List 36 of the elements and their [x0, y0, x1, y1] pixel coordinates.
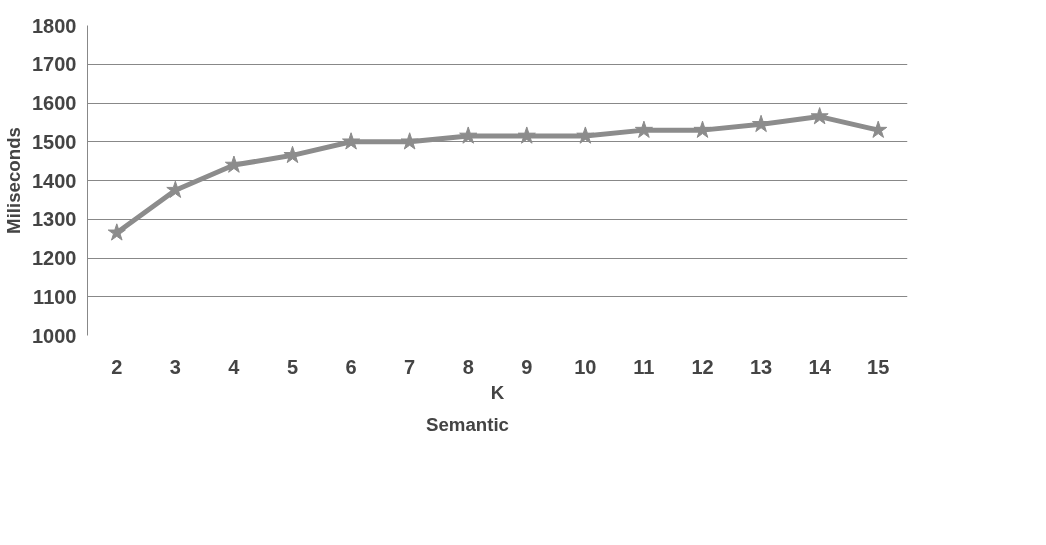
x-tick-label: 4: [228, 355, 241, 378]
x-tick-label: 2: [111, 355, 123, 378]
point: [693, 120, 712, 138]
x-axis-title: K: [490, 381, 505, 403]
y-tick-label: 1600: [32, 92, 77, 114]
y-tick-label: 1400: [32, 169, 77, 192]
point: [810, 107, 829, 125]
x-tick-label: 12: [691, 355, 714, 378]
y-tick-label: 1700: [32, 53, 77, 76]
point: [224, 155, 243, 173]
y-tick-label: 1200: [32, 247, 77, 269]
y-tick-label: 1100: [33, 285, 77, 308]
x-tick-label: 9: [521, 355, 533, 378]
point: [459, 126, 478, 144]
x-tick-label: 11: [633, 355, 655, 378]
x-tick-label: 10: [574, 355, 597, 378]
x-tick-label: 3: [169, 355, 181, 378]
y-tick-label: 1800: [32, 14, 77, 37]
point: [634, 120, 653, 138]
x-tick-label: 8: [462, 355, 474, 378]
point: [107, 223, 126, 241]
x-tick-label: 15: [867, 355, 890, 378]
x-tick-label: 6: [345, 355, 357, 378]
point: [576, 126, 595, 144]
point: [400, 132, 419, 150]
point: [342, 132, 361, 150]
y-axis-title: Miliseconds: [3, 127, 25, 234]
x-tick-label: 14: [808, 355, 832, 378]
x-tick-label: 5: [286, 355, 299, 378]
text: Semantic: [426, 414, 509, 436]
x-tick-label: 13: [749, 355, 773, 378]
point: [517, 126, 536, 144]
x-tick-label: 7: [404, 355, 416, 378]
y-tick-label: 1300: [32, 208, 77, 231]
y-tick-label: 1000: [32, 324, 77, 347]
y-tick-label: 1500: [32, 130, 77, 153]
